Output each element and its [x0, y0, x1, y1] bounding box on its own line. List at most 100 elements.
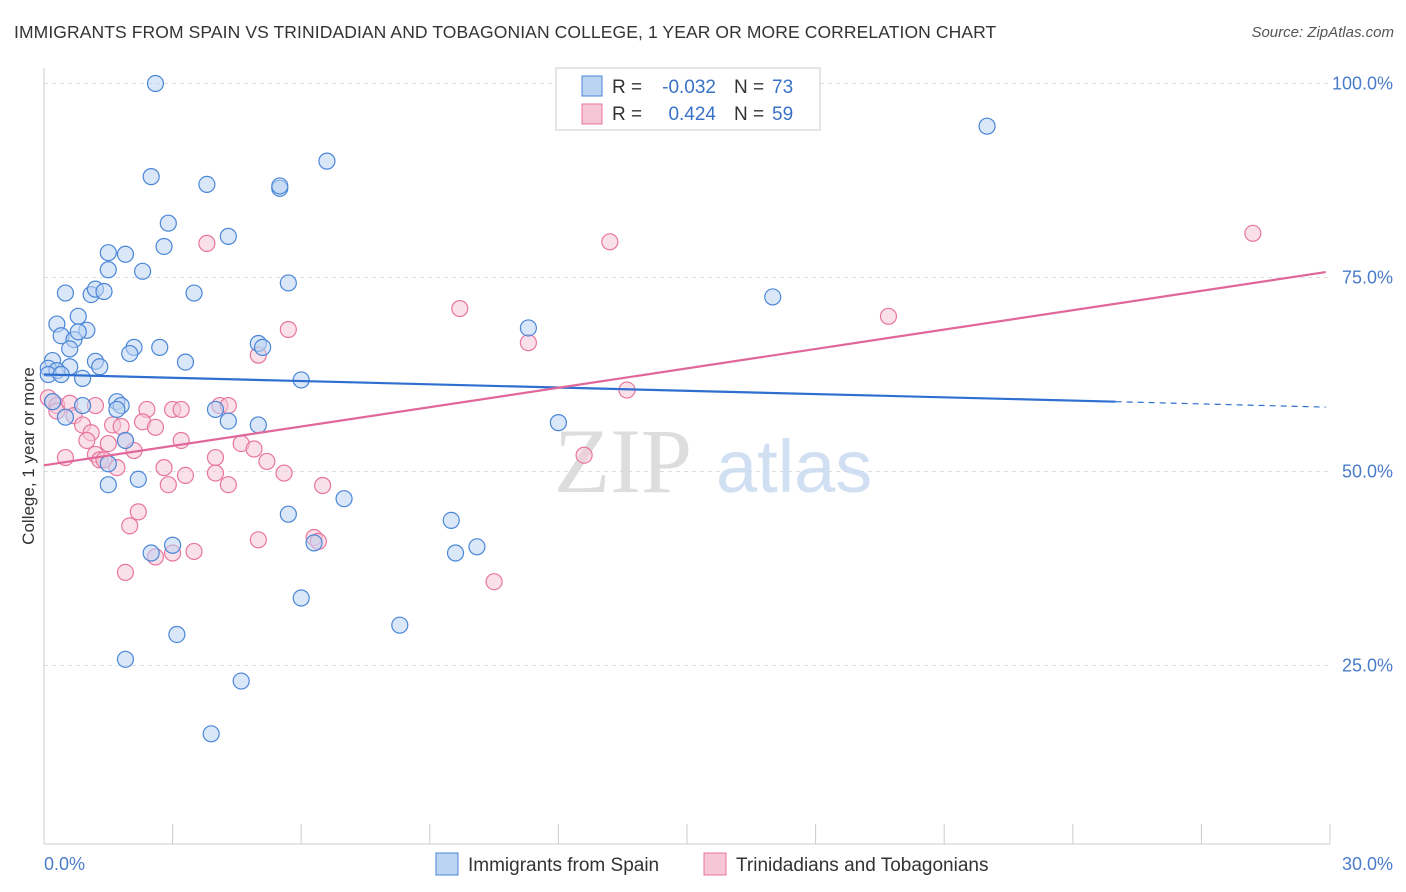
- point-trinidadians: [258, 452, 276, 471]
- point-spain: [116, 650, 135, 668]
- point-spain: [978, 117, 996, 135]
- point-trinidadians: [185, 542, 203, 561]
- series-spain-points: [39, 74, 996, 743]
- point-trinidadians: [451, 299, 469, 318]
- point-trinidadians: [314, 476, 332, 495]
- point-trinidadians: [78, 431, 96, 450]
- legend-r-label-pink: R =: [612, 104, 642, 125]
- point-spain: [446, 544, 465, 562]
- point-spain: [69, 323, 87, 341]
- x-tick-label-max: 30.0%: [1342, 854, 1393, 874]
- series-legend: Immigrants from Spain Trinidadians and T…: [435, 852, 988, 876]
- point-spain: [549, 414, 568, 432]
- point-trinidadians: [159, 476, 177, 494]
- point-spain: [292, 589, 310, 607]
- y-axis-label: College, 1 year or more: [19, 367, 38, 545]
- point-trinidadians: [206, 464, 225, 482]
- point-trinidadians: [116, 563, 135, 582]
- point-trinidadians: [176, 466, 195, 484]
- bottom-legend-label-pink: Trinidadians and Tobagonians: [736, 855, 988, 876]
- point-trinidadians: [245, 440, 263, 458]
- legend-n-value-blue: 73: [772, 77, 793, 98]
- legend-r-value-pink: 0.424: [668, 104, 716, 125]
- point-spain: [764, 288, 782, 306]
- point-spain: [159, 214, 177, 232]
- legend-n-label-blue: N =: [734, 77, 764, 98]
- y-tick-label: 75.0%: [1342, 268, 1393, 288]
- point-spain: [219, 227, 237, 245]
- point-spain: [142, 168, 160, 186]
- point-spain: [271, 177, 289, 195]
- point-trinidadians: [206, 448, 225, 467]
- point-spain: [232, 672, 250, 690]
- point-trinidadians: [249, 531, 267, 549]
- point-spain: [99, 476, 117, 494]
- point-spain: [185, 284, 203, 302]
- chart-title: IMMIGRANTS FROM SPAIN VS TRINIDADIAN AND…: [14, 22, 997, 42]
- point-trinidadians: [575, 446, 593, 464]
- point-trinidadians: [219, 476, 237, 494]
- point-spain: [133, 262, 152, 280]
- x-ticks: [43, 824, 1331, 844]
- point-trinidadians: [129, 503, 147, 521]
- legend-r-label-blue: R =: [612, 77, 642, 98]
- point-spain: [99, 261, 117, 279]
- point-spain: [129, 470, 147, 488]
- point-spain: [146, 74, 165, 93]
- stats-legend: R = -0.032 N = 73 R = 0.424 N = 59: [555, 67, 821, 131]
- point-spain: [198, 175, 216, 193]
- point-trinidadians: [99, 434, 117, 453]
- point-trinidadians: [519, 334, 537, 352]
- point-spain: [206, 400, 225, 419]
- point-spain: [121, 344, 139, 363]
- point-spain: [142, 544, 160, 562]
- point-spain: [335, 490, 353, 508]
- point-trinidadians: [601, 233, 619, 251]
- point-spain: [95, 282, 113, 301]
- point-spain: [69, 307, 87, 325]
- bottom-legend-label-blue: Immigrants from Spain: [468, 855, 659, 876]
- point-spain: [168, 625, 186, 644]
- point-spain: [99, 455, 117, 473]
- point-spain: [56, 408, 75, 426]
- point-spain: [99, 244, 117, 262]
- legend-r-value-blue: -0.032: [662, 77, 716, 98]
- point-spain: [279, 505, 297, 523]
- point-spain: [519, 319, 537, 337]
- point-trinidadians: [485, 573, 503, 591]
- point-spain: [108, 400, 126, 419]
- point-spain: [91, 358, 109, 376]
- point-spain: [202, 725, 220, 743]
- trend-line-spain: [43, 373, 1116, 403]
- trend-line-spain-extension: [1115, 401, 1326, 408]
- trend-line-trinidadians: [43, 271, 1326, 467]
- point-spain: [43, 393, 62, 411]
- y-tick-label: 100.0%: [1332, 74, 1393, 94]
- point-spain: [73, 396, 92, 415]
- point-spain: [164, 536, 182, 554]
- bottom-legend-swatch-pink: [703, 852, 727, 876]
- point-spain: [442, 511, 460, 530]
- point-spain: [116, 245, 135, 263]
- point-spain: [176, 353, 195, 371]
- point-spain: [254, 338, 272, 356]
- bottom-legend-swatch-blue: [435, 852, 459, 876]
- point-trinidadians: [879, 307, 898, 325]
- y-tick-label: 50.0%: [1342, 462, 1393, 482]
- legend-n-value-pink: 59: [772, 104, 793, 125]
- source-label: Source: ZipAtlas.com: [1251, 24, 1394, 41]
- point-trinidadians: [121, 517, 139, 535]
- watermark-atlas: atlas: [716, 425, 872, 508]
- point-trinidadians: [275, 464, 293, 482]
- point-spain: [61, 340, 79, 358]
- legend-swatch-pink: [581, 103, 603, 125]
- point-spain: [155, 237, 173, 256]
- point-trinidadians: [1244, 224, 1262, 242]
- point-trinidadians: [146, 418, 165, 436]
- point-spain: [219, 412, 237, 430]
- point-trinidadians: [172, 400, 190, 419]
- trend-lines: [43, 271, 1326, 467]
- gridlines: [44, 83, 1330, 667]
- point-spain: [249, 416, 267, 434]
